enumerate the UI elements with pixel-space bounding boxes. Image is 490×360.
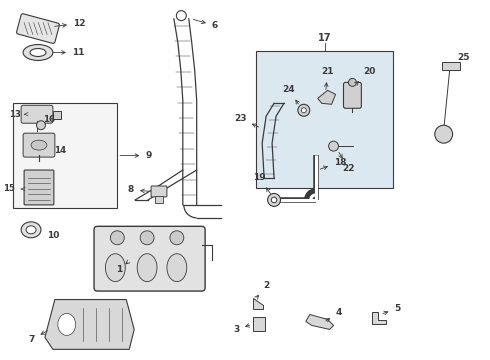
Text: 14: 14 <box>54 145 66 154</box>
FancyBboxPatch shape <box>94 226 205 291</box>
Circle shape <box>176 11 186 21</box>
Text: 3: 3 <box>233 324 249 334</box>
Text: 23: 23 <box>234 114 259 127</box>
Text: 19: 19 <box>253 173 270 194</box>
Circle shape <box>298 104 310 116</box>
Ellipse shape <box>23 45 53 60</box>
Ellipse shape <box>58 314 75 336</box>
Text: 25: 25 <box>457 53 470 62</box>
Ellipse shape <box>137 254 157 282</box>
Text: 17: 17 <box>318 32 331 42</box>
Text: 20: 20 <box>355 67 376 85</box>
Text: 9: 9 <box>120 151 151 160</box>
Circle shape <box>348 78 356 86</box>
Text: 22: 22 <box>339 153 355 173</box>
Bar <box>53 111 61 119</box>
Text: 4: 4 <box>326 308 342 322</box>
Text: 16: 16 <box>43 115 55 124</box>
Circle shape <box>435 125 453 143</box>
Polygon shape <box>253 298 263 310</box>
Text: 2: 2 <box>255 280 270 299</box>
FancyBboxPatch shape <box>21 105 53 123</box>
FancyBboxPatch shape <box>23 133 55 157</box>
Ellipse shape <box>21 222 41 238</box>
FancyBboxPatch shape <box>17 14 59 44</box>
Circle shape <box>110 231 124 245</box>
Bar <box>155 196 163 203</box>
FancyBboxPatch shape <box>151 186 167 197</box>
Polygon shape <box>45 300 134 349</box>
Ellipse shape <box>30 49 46 57</box>
Ellipse shape <box>167 254 187 282</box>
Circle shape <box>36 121 46 130</box>
Ellipse shape <box>105 254 125 282</box>
FancyBboxPatch shape <box>13 103 117 208</box>
Circle shape <box>271 197 277 203</box>
Text: 18: 18 <box>320 158 346 170</box>
Text: 11: 11 <box>52 48 84 57</box>
Bar <box>441 62 460 71</box>
Ellipse shape <box>31 140 47 150</box>
Text: 21: 21 <box>321 67 334 90</box>
FancyBboxPatch shape <box>343 82 361 108</box>
Circle shape <box>268 193 280 206</box>
Bar <box>253 318 265 332</box>
FancyBboxPatch shape <box>256 50 393 188</box>
Text: 13: 13 <box>9 110 28 119</box>
Text: 1: 1 <box>116 260 130 274</box>
Text: 24: 24 <box>283 85 299 104</box>
Polygon shape <box>318 90 336 104</box>
FancyBboxPatch shape <box>24 170 54 205</box>
Ellipse shape <box>26 226 36 234</box>
Polygon shape <box>372 312 386 324</box>
Circle shape <box>170 231 184 245</box>
Circle shape <box>140 231 154 245</box>
Circle shape <box>301 108 306 113</box>
Polygon shape <box>306 315 334 329</box>
Circle shape <box>329 141 339 151</box>
Text: 5: 5 <box>383 304 400 315</box>
Text: 10: 10 <box>47 231 59 240</box>
Text: 8: 8 <box>128 185 149 194</box>
Text: 12: 12 <box>54 19 85 28</box>
Text: 15: 15 <box>3 184 25 193</box>
Text: 7: 7 <box>28 331 48 344</box>
Text: 6: 6 <box>194 19 218 30</box>
